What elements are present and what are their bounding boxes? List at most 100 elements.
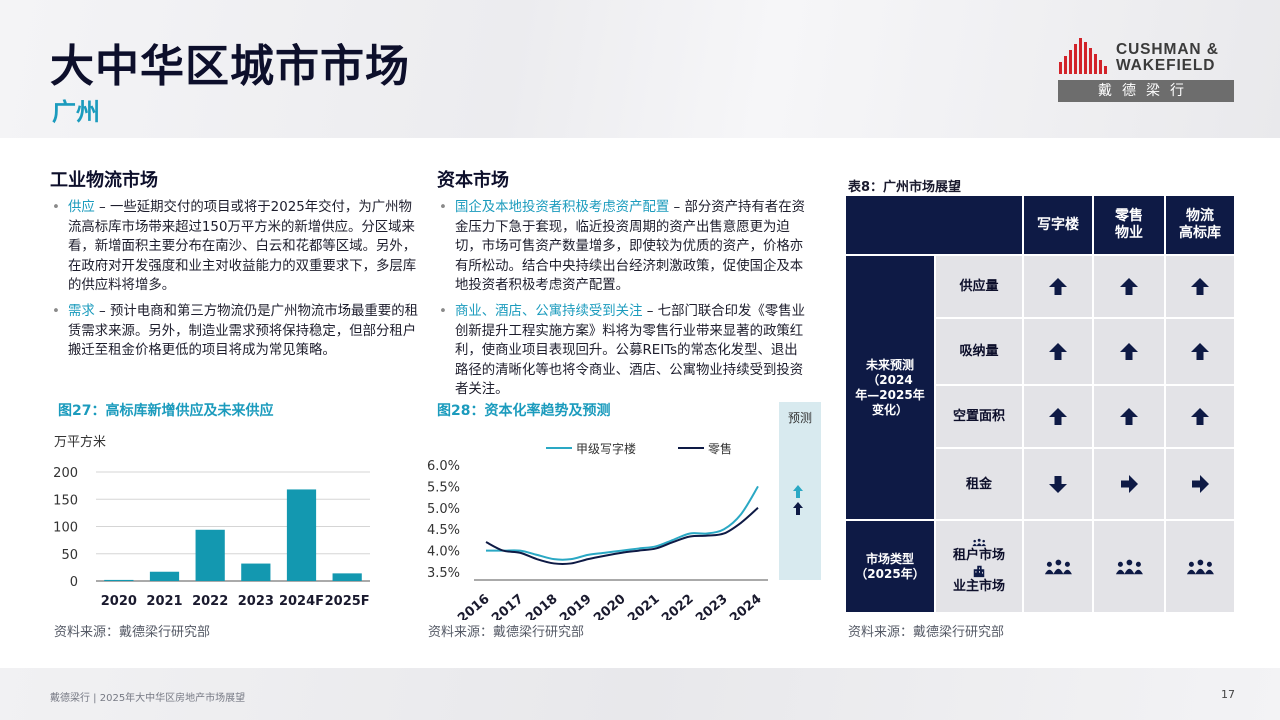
arrow-up-icon: [1049, 342, 1067, 360]
person-shape: [1117, 561, 1123, 567]
tenant-market-icon: [1186, 559, 1214, 574]
arrow-shape: [1191, 277, 1209, 295]
outlook-cell: [1024, 319, 1092, 384]
series-line: [485, 507, 759, 565]
column-header-text: 零售 物业: [1115, 208, 1143, 241]
outlook-cell: [1094, 449, 1164, 519]
person-shape: [977, 538, 981, 542]
x-tick-label: 2018: [523, 592, 560, 620]
person-shape: [981, 543, 986, 547]
y-tick-label: 4.0%: [427, 545, 460, 560]
outlook-cell: [1166, 386, 1234, 447]
tenant-market-icon: [1044, 559, 1072, 574]
footer-text: 戴德梁行 | 2025年大中华区房地产市场展望: [50, 693, 246, 704]
market-type-cell: [1094, 521, 1164, 612]
tenant-market-icon: [972, 538, 986, 547]
arrow-right-icon: [1192, 475, 1209, 493]
industrial-bullet-demand: 需求 – 预计电商和第三方物流仍是广州物流市场最重要的租赁需求来源。另外，制造业…: [52, 302, 420, 361]
person-shape: [1186, 569, 1196, 574]
arrow-up-icon: [1049, 277, 1067, 295]
capital-bullet-retail: 商业、酒店、公寓持续受到关注 – 七部门联合印发《零售业创新提升工程实施方案》料…: [439, 302, 809, 400]
outlook-cell: [1024, 449, 1092, 519]
table-header-corner: [846, 196, 1022, 254]
forecast-up-arrow-icon: [793, 485, 803, 498]
person-shape: [1135, 561, 1141, 567]
market-type-cell: [1024, 521, 1092, 612]
person-shape: [1055, 559, 1061, 565]
outlook-cell: [1166, 256, 1234, 317]
person-shape: [1126, 559, 1132, 565]
row-label-text: 供应量: [959, 279, 999, 294]
arrow-shape: [1120, 342, 1138, 360]
person-shape: [1133, 569, 1143, 574]
outlook-table: 写字楼 零售 物业 物流 高标库未来预测 （2024 年—2025年 变化） 供应量吸…: [846, 196, 1234, 612]
arrow-shape: [1191, 342, 1209, 360]
arrow-shape: [1120, 407, 1138, 425]
outlook-cell: [1024, 386, 1092, 447]
person-shape: [1046, 561, 1052, 567]
y-tick-label: 200: [53, 466, 78, 481]
footer-band: [0, 668, 1280, 720]
page-title: 大中华区城市市场: [50, 41, 410, 92]
x-tick-label: 2022: [659, 592, 696, 620]
arrow-right-icon: [1121, 475, 1138, 493]
outlook-cell: [1094, 319, 1164, 384]
arrow-up-icon: [1120, 407, 1138, 425]
building-shape: [973, 565, 985, 578]
logo-wordmark: CUSHMAN & WAKEFIELD: [1116, 42, 1219, 74]
series-line: [486, 485, 759, 561]
row-label: 供应量: [936, 256, 1022, 317]
x-tick-label: 2023: [238, 594, 274, 609]
x-tick-label: 2017: [489, 592, 526, 620]
supply-bar: [195, 529, 225, 581]
person-shape: [1115, 569, 1125, 574]
bullet-text: – 部分资产持有者在资金压力下急于套现，临近投资周期的资产出售意愿更为迫切，市场…: [455, 200, 805, 294]
x-tick-label: 2019: [557, 592, 594, 620]
outlook-cell: [1094, 256, 1164, 317]
arrow-shape: [1049, 407, 1067, 425]
row-label: 吸纳量: [936, 319, 1022, 384]
row-label-text: 租金: [965, 476, 992, 492]
x-tick-label: 2022: [192, 594, 228, 609]
arrow-up-icon: [1120, 277, 1138, 295]
arrow-shape: [1192, 475, 1209, 493]
person-shape: [976, 543, 982, 547]
forecast-group-label-text: 未来预测 （2024 年—2025年 变化）: [855, 357, 925, 417]
outlook-cell: [1166, 319, 1234, 384]
x-tick-label: 2021: [146, 594, 182, 609]
page-subtitle: 广州: [52, 98, 100, 126]
arrow-shape: [1049, 277, 1067, 295]
person-shape: [1124, 568, 1134, 574]
y-axis-label: 万平方米: [54, 434, 106, 450]
column-header-text: 写字楼: [1037, 216, 1079, 233]
person-shape: [1204, 569, 1214, 574]
arrow-up-icon: [1120, 342, 1138, 360]
person-shape: [972, 543, 977, 547]
landlord-market-icon: [973, 565, 985, 578]
arrow-shape: [1191, 407, 1209, 425]
industrial-section-title: 工业物流市场: [50, 170, 158, 191]
capital-bullet-soe: 国企及本地投资者积极考虑资产配置 – 部分资产持有者在资金压力下急于套现，临近投…: [439, 198, 809, 296]
column-header-text: 物流 高标库: [1179, 208, 1221, 241]
forecast-group-label: 未来预测 （2024 年—2025年 变化）: [846, 256, 934, 519]
page-number: 17: [1221, 688, 1235, 701]
person-shape: [1064, 561, 1070, 567]
logo-bars-icon: [1059, 38, 1107, 74]
bullet-text: – 预计电商和第三方物流仍是广州物流市场最重要的租赁需求来源。另外，制造业需求预…: [68, 304, 418, 359]
y-tick-label: 3.5%: [427, 566, 460, 581]
supply-bar: [241, 563, 271, 581]
x-tick-label: 2024: [727, 592, 764, 620]
supply-bar: [286, 489, 317, 581]
person-shape: [1053, 568, 1063, 574]
arrow-shape: [1121, 475, 1138, 493]
row-label-text: 吸纳量: [959, 344, 999, 359]
bullet-key: 国企及本地投资者积极考虑资产配置: [455, 200, 670, 215]
x-tick-label: 2021: [625, 592, 662, 620]
column-header: 零售 物业: [1094, 196, 1164, 254]
supply-bar: [149, 571, 180, 581]
fig27-source: 资料来源：戴德梁行研究部: [54, 625, 211, 640]
market-type-label-text: 市场类型 （2025年）: [855, 551, 925, 581]
legend-tenant-market: 租户市场: [952, 548, 1005, 563]
cap-rate-line-chart: 预测3.5%4.0%4.5%5.0%5.5%6.0%20162017201820…: [427, 402, 821, 620]
x-tick-label: 2023: [693, 592, 730, 620]
